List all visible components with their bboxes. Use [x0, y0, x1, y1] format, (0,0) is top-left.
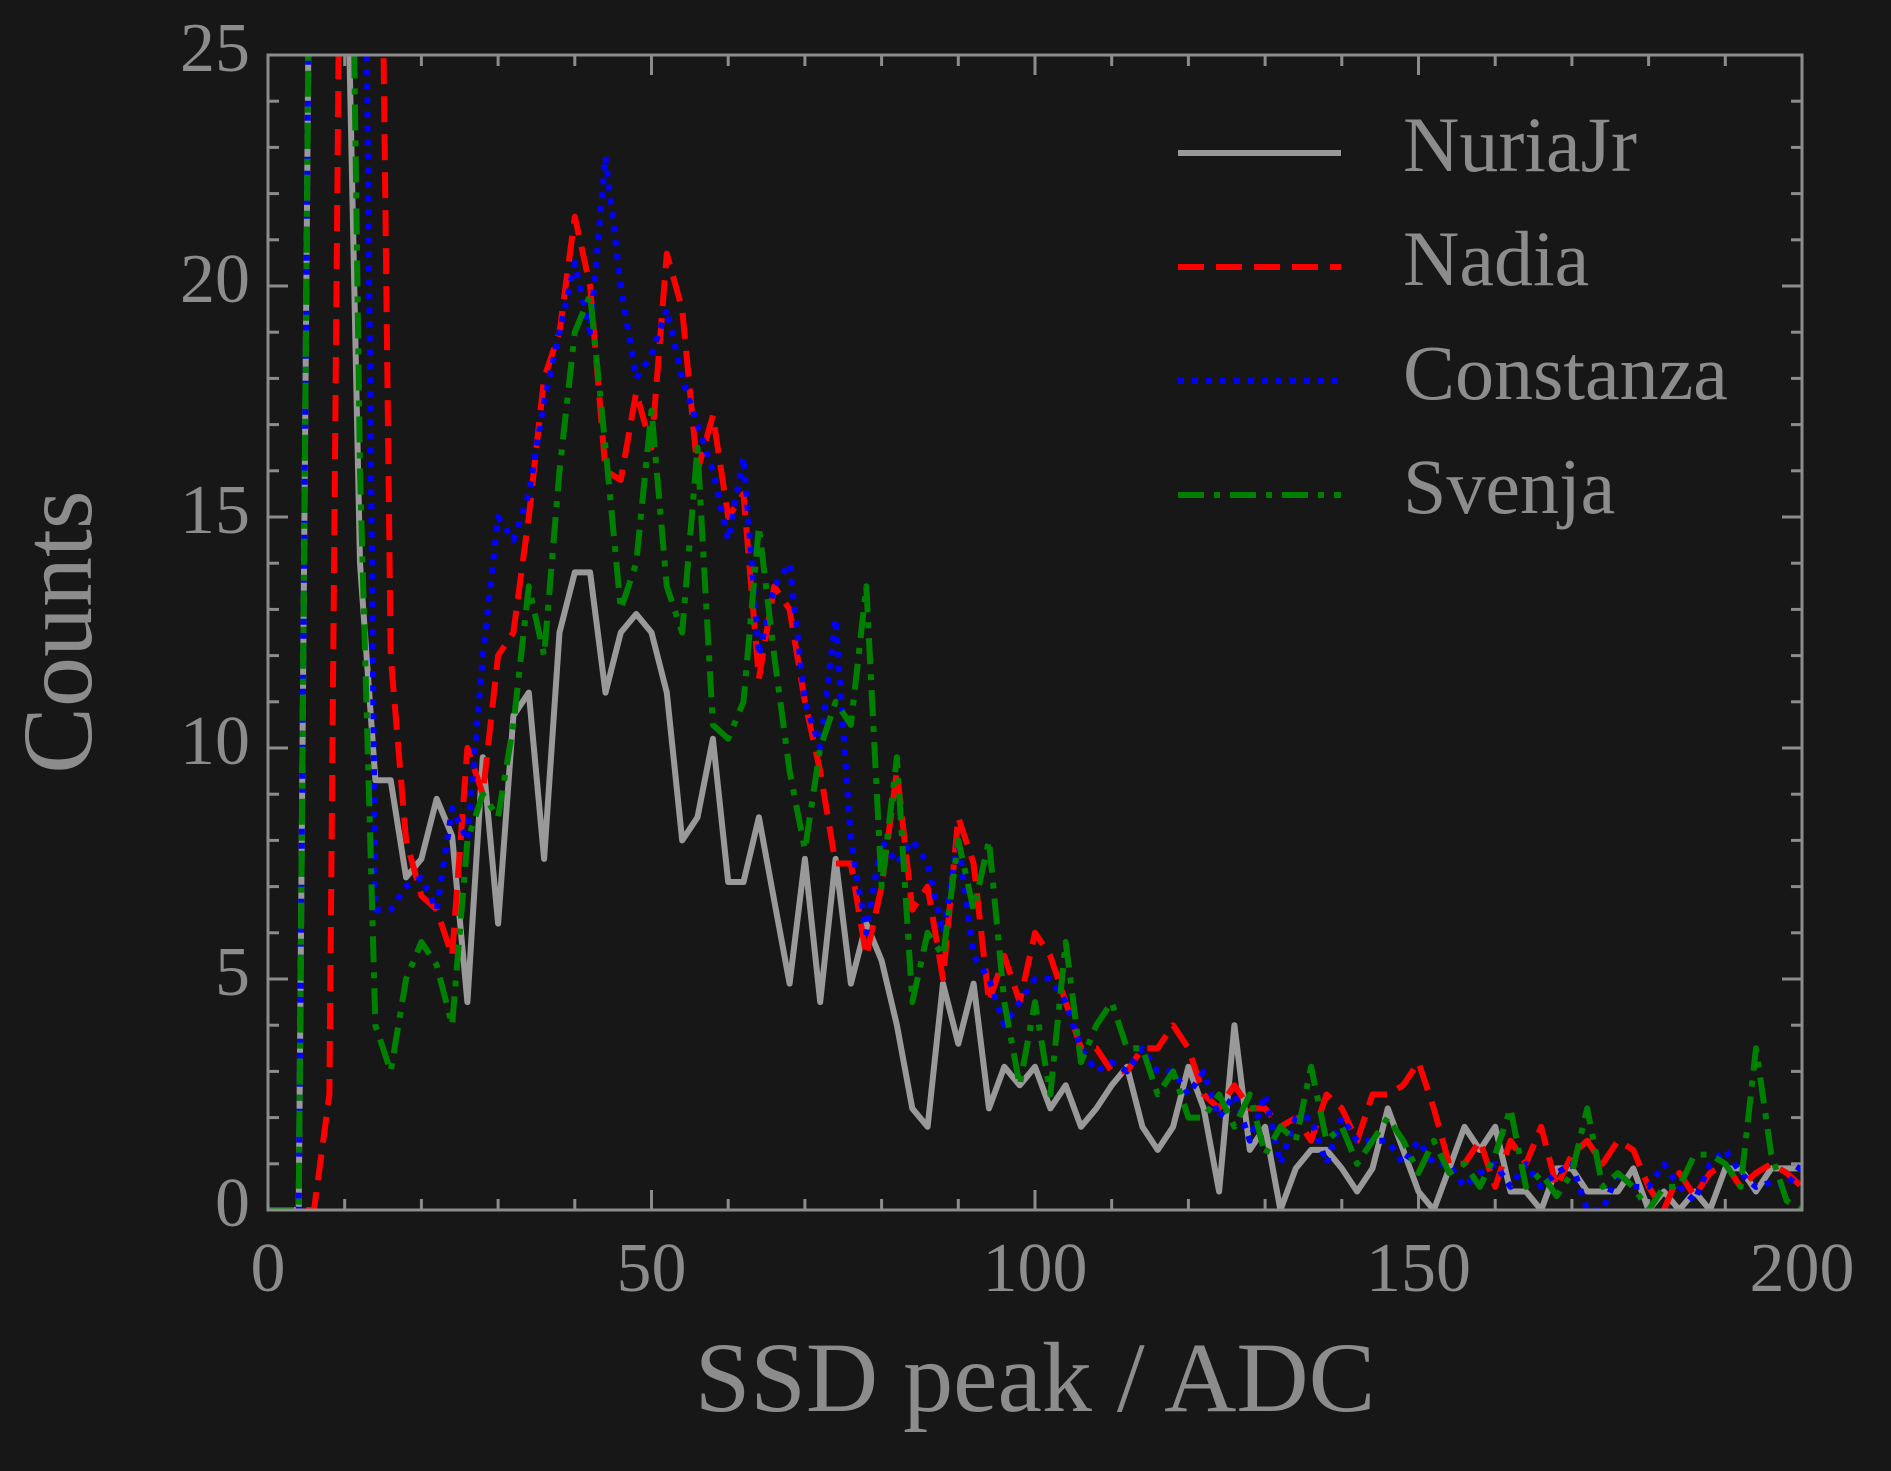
series-line [268, 55, 1802, 1210]
x-tick-label: 150 [1366, 1230, 1471, 1307]
y-tick-label: 0 [215, 1165, 250, 1242]
series-line [268, 55, 1802, 1210]
plot-area [268, 55, 1802, 1210]
y-tick-label: 15 [180, 472, 250, 549]
x-tick-label: 200 [1750, 1230, 1855, 1307]
legend-label: Nadia [1403, 215, 1589, 302]
series-line [268, 55, 1802, 1210]
x-tick-label: 0 [251, 1230, 286, 1307]
legend-label: NuriaJr [1403, 101, 1637, 188]
y-tick-label: 10 [180, 703, 250, 780]
x-tick-label: 100 [983, 1230, 1088, 1307]
y-axis-label: Counts [2, 490, 113, 773]
legend-label: Svenja [1403, 443, 1615, 530]
y-tick-label: 20 [180, 241, 250, 318]
series-line [268, 55, 1802, 1210]
y-tick-label: 5 [215, 934, 250, 1011]
y-tick-label: 25 [180, 10, 250, 87]
plot-frame [266, 53, 1804, 1212]
legend-label: Constanza [1403, 329, 1728, 416]
x-axis-label: SSD peak / ADC [695, 1322, 1376, 1433]
x-tick-label: 50 [617, 1230, 687, 1307]
